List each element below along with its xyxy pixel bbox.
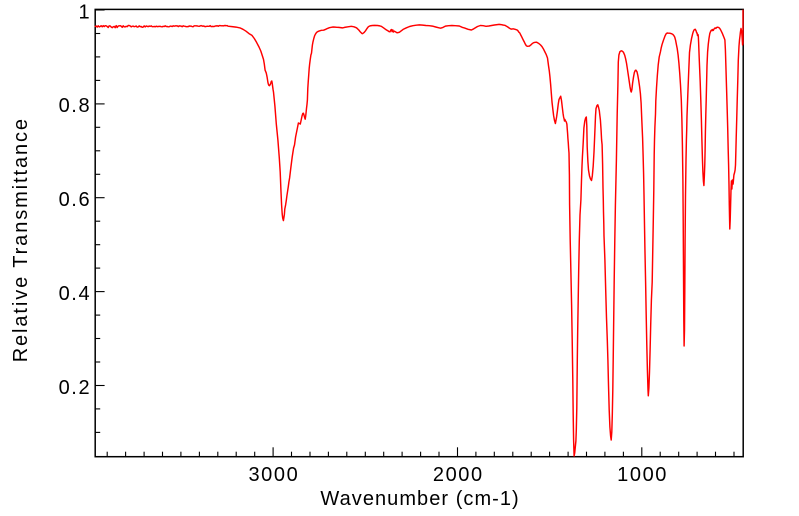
svg-text:3000: 3000 (248, 464, 299, 486)
svg-text:1: 1 (78, 1, 91, 23)
svg-text:0.4: 0.4 (59, 283, 92, 305)
svg-text:0.8: 0.8 (59, 95, 92, 117)
svg-text:Relative Transmittance: Relative Transmittance (10, 117, 32, 362)
svg-text:Wavenumber (cm-1): Wavenumber (cm-1) (320, 488, 519, 510)
svg-text:0.6: 0.6 (59, 189, 92, 211)
svg-text:1000: 1000 (617, 464, 668, 486)
svg-text:2000: 2000 (433, 464, 484, 486)
svg-text:0.2: 0.2 (59, 377, 92, 399)
